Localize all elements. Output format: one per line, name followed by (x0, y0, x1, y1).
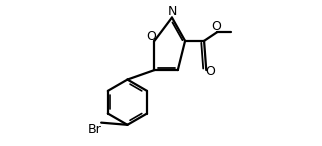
Text: O: O (212, 20, 222, 33)
Text: N: N (168, 5, 177, 18)
Text: O: O (205, 65, 215, 78)
Text: Br: Br (88, 123, 101, 137)
Text: O: O (146, 30, 156, 43)
